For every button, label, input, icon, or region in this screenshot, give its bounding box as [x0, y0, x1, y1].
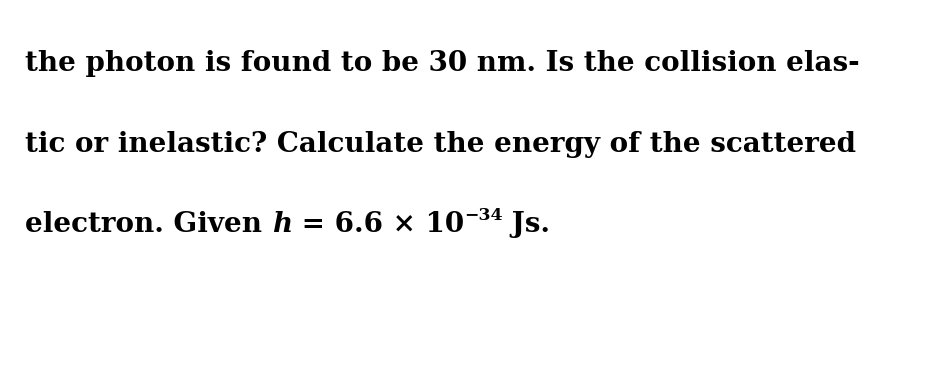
Text: h: h: [272, 211, 292, 238]
Text: electron. Given: electron. Given: [25, 211, 272, 238]
Text: the photon is found to be 30 nm. Is the collision elas-: the photon is found to be 30 nm. Is the …: [25, 50, 859, 77]
Text: −34: −34: [464, 207, 503, 224]
Text: tic or inelastic? Calculate the energy of the scattered: tic or inelastic? Calculate the energy o…: [25, 130, 856, 158]
Text: Js.: Js.: [503, 211, 550, 238]
Text: = 6.6 × 10: = 6.6 × 10: [292, 211, 464, 238]
